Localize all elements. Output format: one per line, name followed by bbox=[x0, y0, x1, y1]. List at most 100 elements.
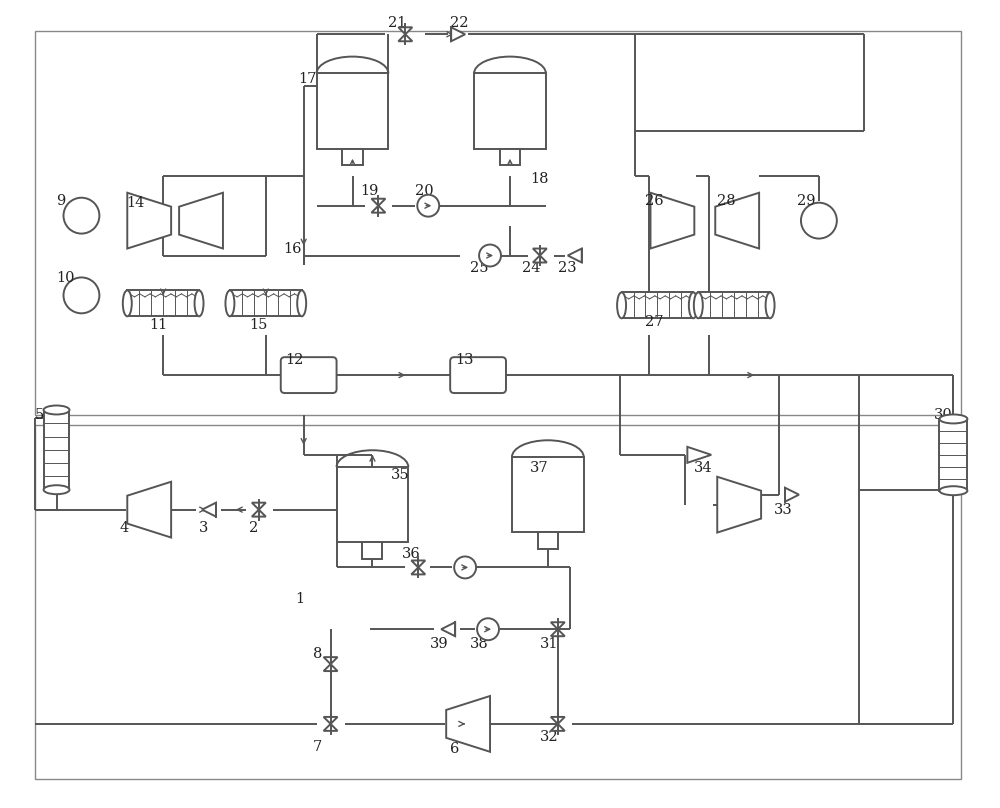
Polygon shape bbox=[252, 503, 266, 510]
Ellipse shape bbox=[123, 290, 132, 316]
Polygon shape bbox=[324, 717, 338, 724]
Bar bbox=[342, 149, 363, 166]
Text: 36: 36 bbox=[402, 548, 421, 562]
Bar bbox=[230, 290, 302, 316]
Text: 25: 25 bbox=[470, 262, 489, 276]
Polygon shape bbox=[411, 567, 425, 574]
Polygon shape bbox=[533, 255, 547, 263]
Polygon shape bbox=[371, 199, 385, 206]
Ellipse shape bbox=[44, 486, 69, 494]
Polygon shape bbox=[252, 510, 266, 516]
Text: 21: 21 bbox=[388, 16, 407, 31]
Text: 31: 31 bbox=[540, 638, 558, 651]
Text: 1: 1 bbox=[296, 592, 305, 606]
Text: 6: 6 bbox=[450, 742, 460, 755]
Polygon shape bbox=[179, 193, 223, 249]
Text: 28: 28 bbox=[717, 194, 736, 208]
Polygon shape bbox=[715, 193, 759, 249]
Ellipse shape bbox=[766, 292, 775, 318]
FancyBboxPatch shape bbox=[450, 357, 506, 393]
Text: 15: 15 bbox=[249, 318, 267, 332]
Polygon shape bbox=[551, 622, 565, 629]
Circle shape bbox=[801, 203, 837, 238]
Polygon shape bbox=[324, 664, 338, 671]
Ellipse shape bbox=[195, 290, 204, 316]
Bar bbox=[337, 467, 408, 542]
Polygon shape bbox=[533, 249, 547, 255]
Bar bbox=[317, 74, 388, 149]
Text: 17: 17 bbox=[299, 72, 317, 86]
Text: 16: 16 bbox=[284, 242, 302, 255]
Bar bbox=[538, 532, 558, 549]
Text: 2: 2 bbox=[249, 520, 258, 535]
Text: 13: 13 bbox=[455, 353, 474, 367]
Text: 27: 27 bbox=[645, 315, 663, 330]
Text: 12: 12 bbox=[286, 353, 304, 367]
Ellipse shape bbox=[225, 290, 234, 316]
Text: 18: 18 bbox=[530, 172, 548, 186]
Polygon shape bbox=[551, 724, 565, 731]
Circle shape bbox=[64, 277, 99, 314]
Text: 35: 35 bbox=[390, 468, 409, 482]
Polygon shape bbox=[324, 724, 338, 731]
Circle shape bbox=[64, 198, 99, 234]
Text: 19: 19 bbox=[360, 183, 379, 198]
Circle shape bbox=[479, 245, 501, 267]
Bar bbox=[622, 292, 693, 318]
Polygon shape bbox=[451, 27, 465, 41]
Text: 39: 39 bbox=[430, 638, 449, 651]
Text: 23: 23 bbox=[558, 262, 576, 276]
Polygon shape bbox=[650, 193, 694, 249]
Polygon shape bbox=[127, 193, 171, 249]
Text: 11: 11 bbox=[149, 318, 167, 332]
Text: 8: 8 bbox=[313, 647, 322, 661]
Ellipse shape bbox=[694, 292, 703, 318]
Ellipse shape bbox=[689, 292, 698, 318]
Text: 38: 38 bbox=[470, 638, 489, 651]
Text: 29: 29 bbox=[797, 194, 815, 208]
Text: 22: 22 bbox=[450, 16, 469, 31]
Polygon shape bbox=[398, 27, 412, 34]
Text: 30: 30 bbox=[934, 408, 952, 422]
Polygon shape bbox=[127, 482, 171, 537]
Text: 5: 5 bbox=[35, 408, 44, 422]
Bar bbox=[362, 542, 382, 559]
Text: 3: 3 bbox=[199, 520, 208, 535]
Circle shape bbox=[477, 618, 499, 640]
Text: 34: 34 bbox=[694, 461, 713, 475]
Polygon shape bbox=[551, 629, 565, 636]
Text: 26: 26 bbox=[645, 194, 663, 208]
Bar bbox=[35, 425, 961, 779]
Polygon shape bbox=[411, 561, 425, 567]
Bar bbox=[500, 149, 520, 166]
Polygon shape bbox=[687, 447, 711, 463]
FancyBboxPatch shape bbox=[281, 357, 337, 393]
Bar bbox=[512, 457, 584, 532]
Ellipse shape bbox=[617, 292, 626, 318]
Bar bbox=[474, 74, 546, 149]
Circle shape bbox=[417, 195, 439, 217]
Ellipse shape bbox=[939, 415, 967, 423]
Ellipse shape bbox=[297, 290, 306, 316]
Ellipse shape bbox=[939, 486, 967, 495]
Text: 20: 20 bbox=[415, 183, 434, 198]
Polygon shape bbox=[202, 503, 216, 516]
Bar bbox=[698, 292, 770, 318]
Bar bbox=[35, 32, 961, 415]
Bar bbox=[127, 290, 199, 316]
Polygon shape bbox=[441, 622, 455, 636]
Text: 37: 37 bbox=[530, 461, 549, 475]
Polygon shape bbox=[371, 206, 385, 213]
Polygon shape bbox=[568, 249, 582, 263]
Polygon shape bbox=[717, 477, 761, 532]
Text: 32: 32 bbox=[540, 730, 558, 744]
Text: 7: 7 bbox=[313, 740, 322, 754]
Polygon shape bbox=[398, 34, 412, 41]
Text: 14: 14 bbox=[126, 196, 145, 210]
Ellipse shape bbox=[44, 406, 69, 415]
Circle shape bbox=[454, 557, 476, 579]
Bar bbox=[44, 410, 69, 490]
Polygon shape bbox=[785, 488, 799, 502]
Bar bbox=[939, 419, 967, 490]
Polygon shape bbox=[446, 696, 490, 751]
